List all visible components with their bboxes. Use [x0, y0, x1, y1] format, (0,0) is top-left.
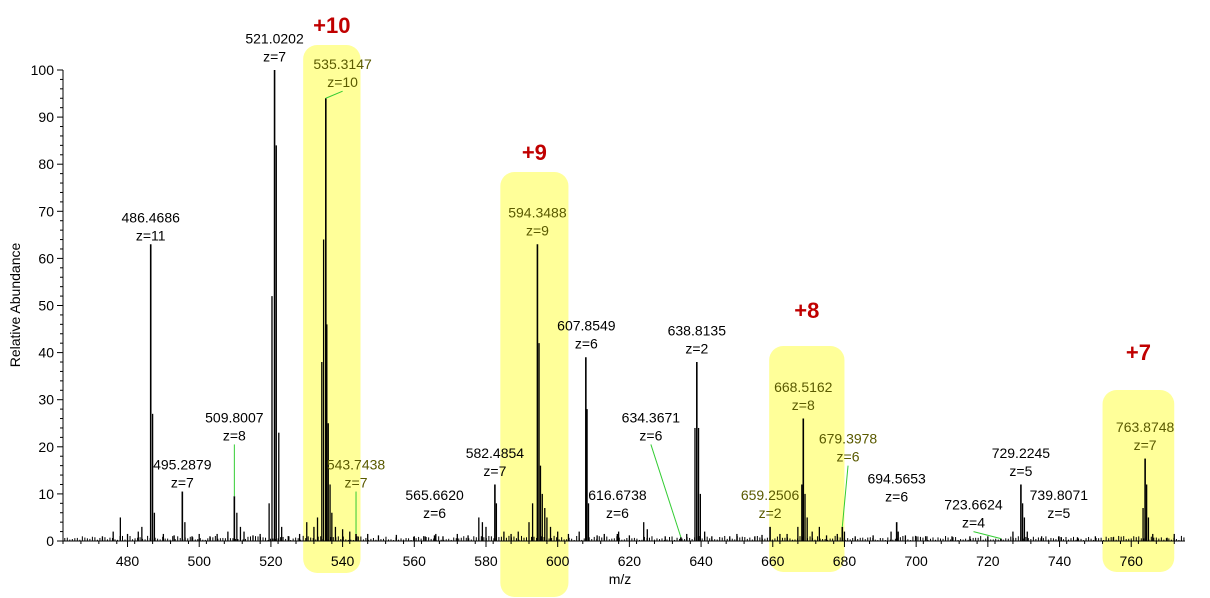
peak-mz-label: 679.3978	[819, 431, 878, 447]
x-tick-label: 740	[1048, 553, 1072, 569]
highlight-box-charge-plus10	[303, 45, 361, 573]
x-tick-label: 500	[188, 553, 212, 569]
peak-mz-label: 763.8748	[1116, 419, 1175, 435]
peak-mz-label: 535.3147	[313, 56, 372, 72]
y-tick-label: 60	[38, 250, 54, 266]
peak-mz-label: 723.6624	[944, 497, 1003, 513]
x-tick-label: 720	[976, 553, 1000, 569]
peak-labels: 486.4686 z=11 495.2879 z=7 509.8007 z=8 521.02…	[122, 30, 1175, 540]
peak-charge-label: z=10	[327, 74, 358, 90]
peak-mz-label: 729.2245	[992, 445, 1051, 461]
peak-charge-label: z=7	[483, 463, 506, 479]
y-tick-label: 20	[38, 439, 54, 455]
x-axis-label: m/z	[609, 571, 632, 587]
axis-ticks: 480 500 520 540 560 580 600 620 640 660 680 700 720 7…	[31, 62, 1175, 569]
peak-mz-label: 521.0202	[245, 30, 304, 46]
x-tick-label: 640	[689, 553, 713, 569]
peak-charge-label: z=6	[423, 505, 446, 521]
charge-state-highlights: +10 +9 +8 +7	[303, 13, 1175, 597]
peak-mz-label: 739.8071	[1030, 487, 1089, 503]
highlight-box-charge-plus9	[500, 172, 569, 597]
x-tick-label: 760	[1120, 553, 1144, 569]
peak-mz-label: 634.3671	[622, 409, 681, 425]
peak-mz-label: 638.8135	[668, 322, 727, 338]
y-tick-label: 80	[38, 156, 54, 172]
peak-mz-label: 668.5162	[774, 379, 833, 395]
x-tick-label: 680	[833, 553, 857, 569]
x-tick-label: 480	[116, 553, 140, 569]
y-tick-label: 30	[38, 392, 54, 408]
peak-mz-label: 509.8007	[205, 409, 264, 425]
charge-state-label: +7	[1126, 340, 1151, 365]
y-tick-label: 70	[38, 203, 54, 219]
peak-charge-label: z=4	[962, 515, 985, 531]
peak-mz-label: 616.6738	[588, 487, 647, 503]
peak-charge-label: z=6	[606, 505, 629, 521]
y-tick-label: 50	[38, 298, 54, 314]
peak-mz-label: 594.3488	[508, 205, 567, 221]
peak-charge-label: z=6	[575, 336, 598, 352]
peak-charge-label: z=7	[263, 48, 286, 64]
highlight-box-charge-plus8	[769, 346, 845, 572]
y-tick-label: 100	[31, 62, 55, 78]
y-tick-label: 10	[38, 486, 54, 502]
y-tick-label: 0	[46, 533, 54, 549]
peak-charge-label: z=6	[837, 449, 860, 465]
x-tick-label: 660	[761, 553, 785, 569]
spectrum-trace	[64, 70, 1185, 541]
x-tick-label: 540	[331, 553, 355, 569]
peak-charge-label: z=7	[345, 475, 368, 491]
peak-charge-label: z=9	[526, 223, 549, 239]
peak-mz-label: 486.4686	[122, 209, 181, 225]
highlight-box-charge-plus7	[1102, 390, 1175, 572]
peak-charge-label: z=8	[223, 427, 246, 443]
peak-mz-label: 607.8549	[557, 318, 616, 334]
peak-mz-label: 694.5653	[867, 471, 926, 487]
y-tick-label: 40	[38, 345, 54, 361]
y-tick-label: 90	[38, 109, 54, 125]
peak-charge-label: z=6	[885, 489, 908, 505]
peak-mz-label: 495.2879	[153, 457, 212, 473]
label-leader-line	[841, 465, 849, 527]
x-tick-label: 620	[618, 553, 642, 569]
peak-charge-label: z=6	[639, 427, 662, 443]
peak-charge-label: z=2	[759, 505, 782, 521]
label-leader-line	[650, 444, 682, 538]
y-axis-label: Relative Abundance	[7, 243, 23, 368]
peak-charge-label: z=5	[1009, 463, 1032, 479]
peak-mz-label: 543.7438	[327, 457, 386, 473]
peak-charge-label: z=11	[136, 227, 166, 243]
peak-mz-label: 582.4854	[466, 445, 525, 461]
peak-charge-label: z=7	[171, 475, 194, 491]
x-tick-label: 580	[474, 553, 498, 569]
x-tick-label: 700	[904, 553, 928, 569]
peak-mz-label: 565.6620	[405, 487, 464, 503]
charge-state-label: +8	[794, 298, 819, 323]
peak-charge-label: z=2	[685, 340, 708, 356]
x-tick-label: 560	[403, 553, 427, 569]
x-tick-label: 520	[259, 553, 283, 569]
label-leader-line	[325, 90, 343, 99]
label-leader-line	[973, 531, 1002, 540]
peak-charge-label: z=7	[1134, 437, 1157, 453]
peak-charge-label: z=8	[792, 397, 815, 413]
charge-state-label: +10	[313, 13, 350, 38]
peak-mz-label: 659.2506	[741, 487, 800, 503]
x-tick-label: 600	[546, 553, 570, 569]
charge-state-label: +9	[522, 140, 547, 165]
peak-charge-label: z=5	[1047, 505, 1070, 521]
